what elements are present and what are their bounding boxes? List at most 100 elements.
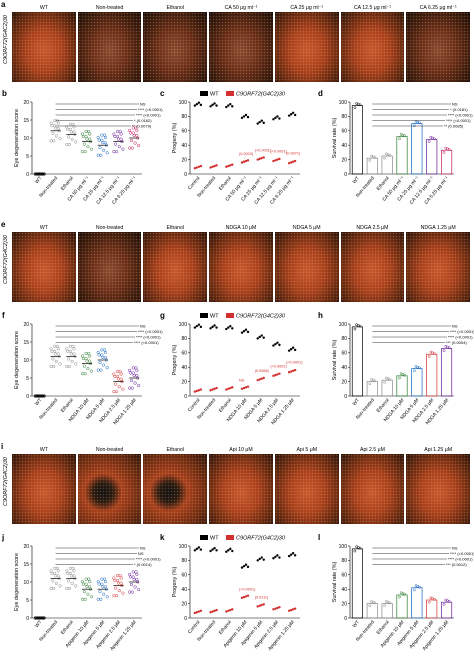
data-point	[70, 581, 74, 585]
fly-eye-image	[406, 232, 471, 302]
data-point	[98, 360, 102, 365]
fly-eye-image	[12, 454, 76, 524]
c9-point	[240, 387, 244, 390]
y-axis-label: Progeny (%)	[172, 567, 178, 598]
data-point	[373, 156, 377, 159]
data-point	[80, 597, 85, 601]
significance-label: ** (0.0079)	[132, 124, 152, 129]
data-point	[96, 136, 100, 140]
y-axis-label: Survival rate (%)	[332, 340, 338, 381]
data-point	[102, 577, 107, 581]
data-point	[80, 580, 85, 584]
eye-image-row: WT Non-treated Ethanol Api 10 μM Api 5 μM Api…	[12, 444, 471, 524]
data-point	[117, 385, 121, 389]
survival-bar	[351, 326, 363, 397]
data-point	[74, 140, 78, 144]
c9-point	[227, 164, 230, 168]
c9-point	[291, 369, 295, 372]
data-point	[84, 577, 88, 581]
wt-point	[256, 337, 259, 340]
significance-label: **** (<0.0001)	[134, 340, 159, 345]
wt-point	[211, 548, 214, 551]
fly-eye-image	[12, 232, 76, 302]
data-point	[68, 349, 72, 353]
y-tick-label: 15	[23, 562, 29, 568]
data-point	[55, 344, 59, 348]
c9-point	[274, 373, 277, 377]
c9-point	[197, 389, 201, 392]
data-point	[58, 136, 62, 140]
wt-point	[291, 346, 295, 349]
data-point	[84, 582, 88, 586]
c9-point	[229, 608, 232, 612]
wt-point	[229, 324, 232, 328]
data-point	[87, 129, 91, 134]
c9-point	[227, 387, 230, 390]
data-point	[115, 594, 119, 598]
data-point	[82, 590, 86, 594]
c9-point	[211, 610, 214, 613]
data-point	[447, 148, 451, 151]
wt-point	[293, 348, 297, 352]
data-point	[97, 138, 101, 142]
c9-point	[197, 165, 201, 168]
panel-letter: c	[160, 89, 165, 98]
y-tick-label: 100	[339, 322, 348, 328]
data-point	[89, 369, 94, 373]
data-point	[114, 586, 118, 590]
significance-label: (0.0071)	[286, 151, 301, 155]
data-point	[132, 373, 136, 378]
data-point	[101, 141, 105, 145]
legend-swatch-c9	[226, 535, 234, 540]
x-tick-label: WT	[34, 619, 43, 629]
wt-point	[215, 549, 218, 552]
data-point	[112, 132, 116, 136]
y-tick-label: 100	[339, 544, 348, 550]
wt-point	[240, 566, 244, 569]
data-point	[102, 592, 106, 596]
panel-letter: k	[160, 533, 165, 542]
data-point	[131, 371, 135, 375]
c9-point	[211, 388, 214, 391]
c9-point	[225, 165, 228, 168]
data-point	[52, 364, 56, 369]
data-point	[128, 371, 133, 375]
y-axis-label: Progeny (%)	[172, 345, 178, 376]
data-point	[88, 359, 92, 363]
y-tick-label: 5	[26, 154, 29, 160]
wt-point	[278, 343, 281, 347]
data-point	[98, 590, 102, 594]
data-point	[128, 146, 132, 150]
data-point	[134, 570, 138, 574]
data-point	[68, 571, 72, 575]
data-point	[66, 571, 70, 575]
data-point	[85, 137, 89, 141]
fly-eye-image	[274, 454, 339, 524]
eye-photo: NDGA 5 μM	[274, 222, 339, 302]
c9-point	[229, 164, 232, 167]
survival-bar	[366, 157, 378, 175]
data-point	[49, 586, 53, 591]
data-point	[100, 353, 104, 357]
data-point	[131, 366, 135, 370]
panel-letter: a	[1, 0, 6, 9]
data-point	[112, 576, 116, 580]
wt-point	[229, 547, 232, 551]
wt-point	[289, 553, 293, 556]
significance-label: **** (<0.0001)	[136, 335, 161, 340]
significance-label: NS	[138, 551, 144, 556]
data-point	[65, 364, 69, 369]
y-tick-label: 0	[184, 394, 187, 400]
data-point	[130, 146, 134, 150]
c9-point	[256, 158, 259, 161]
data-point	[66, 349, 70, 353]
c9-point	[246, 159, 250, 162]
c9-point	[242, 386, 246, 390]
c9-point	[195, 166, 199, 169]
wt-point	[289, 113, 293, 116]
wt-point	[209, 549, 212, 553]
data-point	[66, 127, 70, 131]
wt-point	[227, 104, 230, 107]
